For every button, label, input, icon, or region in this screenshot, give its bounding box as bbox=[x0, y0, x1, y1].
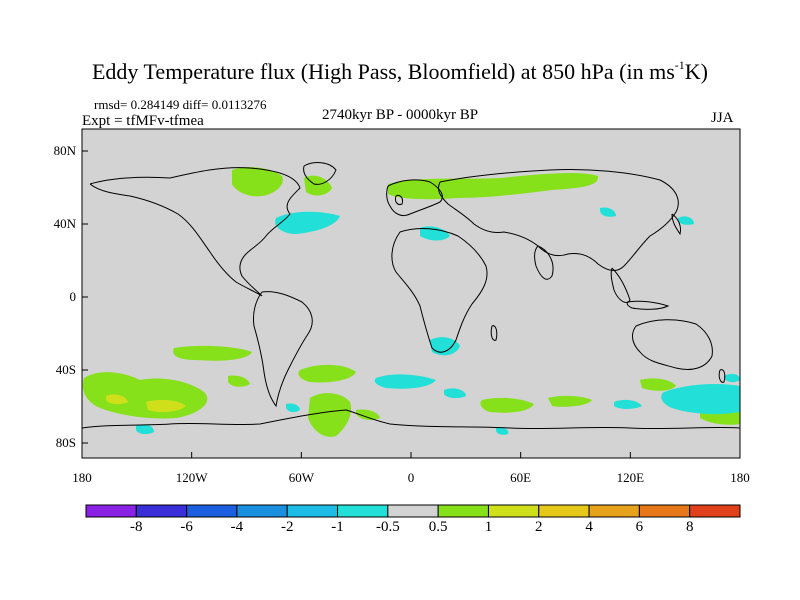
axis-ticks bbox=[81, 150, 741, 458]
x-axis-label: 120W bbox=[175, 470, 208, 485]
coastlines bbox=[81, 162, 741, 430]
colorbar-box bbox=[387, 504, 439, 518]
colorbar-box bbox=[135, 504, 188, 518]
colorbar-box bbox=[588, 504, 640, 518]
coast-southeast-asia bbox=[610, 267, 631, 303]
colorbar-box bbox=[236, 504, 288, 518]
experiment-label: Expt = tfMFv-tfmea bbox=[82, 113, 204, 129]
colorbar-label: -1 bbox=[331, 519, 344, 535]
colorbar-label: 8 bbox=[685, 519, 694, 535]
colorbar-label: 1 bbox=[484, 519, 493, 535]
stats-text: rmsd= 0.284149 diff= 0.0113276 bbox=[94, 97, 267, 112]
colorbar-box bbox=[337, 504, 389, 518]
x-axis-label: 0 bbox=[407, 470, 415, 485]
patch-pacific-east-2 bbox=[724, 373, 740, 383]
negative-anomaly-patches bbox=[136, 207, 740, 435]
patch-indian-1 bbox=[480, 397, 534, 413]
y-axis-label: 0 bbox=[69, 289, 77, 304]
coast-australia bbox=[632, 319, 713, 370]
coast-antarctica bbox=[81, 409, 741, 430]
patch-eurasia bbox=[388, 172, 599, 200]
colorbar-label: 2 bbox=[535, 519, 543, 535]
colorbar-label: 0.5 bbox=[428, 519, 448, 535]
x-axis-label: 180 bbox=[72, 470, 92, 485]
colorbar-box bbox=[85, 504, 137, 518]
patch-japan bbox=[678, 216, 694, 225]
strong-anomaly-patches bbox=[106, 394, 186, 413]
patch-south-pacific-1 bbox=[173, 345, 252, 361]
patch-greenland-sea bbox=[304, 175, 332, 196]
positive-anomaly-patches bbox=[82, 167, 740, 437]
patch-south-atlantic bbox=[298, 364, 356, 383]
patch-yellow-2 bbox=[106, 394, 128, 405]
chart-title-superscript: -1 bbox=[674, 58, 685, 72]
patch-europe-small bbox=[600, 207, 616, 217]
coast-north-america bbox=[89, 167, 301, 297]
patch-mediterranean bbox=[420, 226, 450, 241]
chart-title-main: Eddy Temperature flux (High Pass, Bloomf… bbox=[91, 59, 675, 84]
colorbar-label: 6 bbox=[635, 519, 644, 535]
patch-drake bbox=[308, 393, 352, 437]
colorbar-box bbox=[487, 504, 540, 518]
patch-australia-south-3 bbox=[614, 399, 642, 409]
x-axis-label: 180 bbox=[730, 470, 750, 485]
coast-south-america bbox=[253, 291, 313, 408]
coast-uk bbox=[395, 195, 403, 205]
colorbar-box bbox=[638, 504, 691, 518]
colorbar-label: -0.5 bbox=[375, 519, 400, 535]
patch-south-atlantic-2 bbox=[374, 374, 436, 389]
coast-africa bbox=[391, 228, 488, 353]
patch-antarctic-2 bbox=[496, 427, 509, 435]
coast-japan bbox=[671, 213, 681, 236]
patch-australia-south bbox=[640, 378, 676, 391]
patch-pacific-south bbox=[136, 424, 154, 435]
patch-yellow-1 bbox=[146, 399, 186, 413]
colorbar-label: -8 bbox=[130, 519, 143, 535]
season-label: JJA bbox=[711, 110, 734, 126]
chart-title: Eddy Temperature flux (High Pass, Bloomf… bbox=[0, 58, 800, 85]
x-axis-label: 120E bbox=[616, 470, 645, 485]
colorbar-label: -2 bbox=[280, 519, 294, 535]
colorbar-label: 4 bbox=[585, 519, 593, 535]
colorbar-label: -6 bbox=[180, 519, 193, 535]
coast-india bbox=[534, 245, 554, 280]
patch-south-africa bbox=[430, 337, 460, 356]
colorbar-box bbox=[286, 504, 339, 518]
coast-madagascar bbox=[490, 325, 498, 341]
period-label: 2740kyr BP - 0000kyr BP bbox=[322, 107, 479, 123]
patch-indian-2 bbox=[548, 395, 592, 407]
patch-indian-3 bbox=[444, 388, 466, 399]
coast-new-zealand bbox=[718, 369, 726, 383]
coast-indonesia bbox=[626, 300, 670, 310]
colorbar-box bbox=[437, 504, 489, 518]
patch-weddell bbox=[356, 409, 380, 421]
coast-europe bbox=[386, 179, 443, 217]
coast-greenland bbox=[303, 162, 337, 185]
colorbar-label: -4 bbox=[230, 519, 244, 535]
y-axis-label: 80S bbox=[55, 435, 76, 450]
x-axis-label: 60W bbox=[288, 470, 314, 485]
patch-australia-south-2 bbox=[661, 384, 740, 415]
coast-asia bbox=[437, 168, 679, 271]
y-axis-label: 80N bbox=[53, 143, 76, 158]
colorbar-box bbox=[538, 504, 590, 518]
patch-north-atlantic bbox=[275, 211, 340, 234]
y-axis-label: 40S bbox=[55, 362, 76, 377]
patch-antarctic-1 bbox=[286, 403, 300, 413]
chart-title-end: K) bbox=[684, 59, 708, 84]
colorbar-box bbox=[186, 504, 238, 518]
colorbar bbox=[85, 504, 741, 518]
x-axis-label: 60E bbox=[510, 470, 532, 485]
y-axis-label: 40N bbox=[53, 216, 76, 231]
patch-canada bbox=[232, 167, 283, 197]
colorbar-box bbox=[689, 504, 741, 518]
patch-south-pacific-3 bbox=[228, 375, 250, 387]
